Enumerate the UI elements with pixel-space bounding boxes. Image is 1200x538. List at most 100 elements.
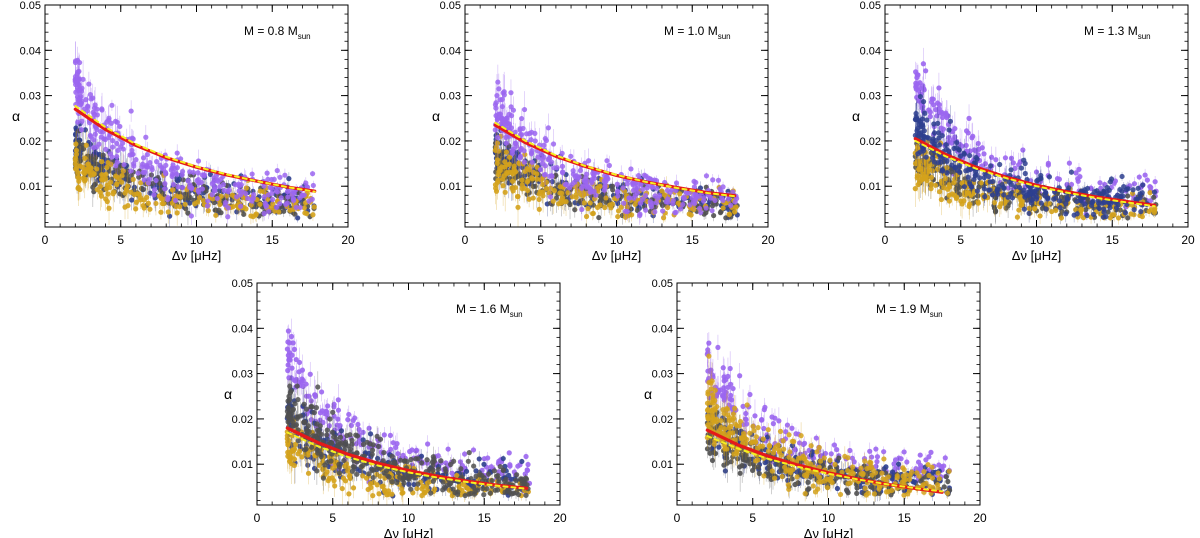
y-axis-label: α (852, 108, 860, 124)
data-point (211, 179, 217, 185)
data-point (430, 478, 436, 484)
data-point (744, 436, 750, 442)
y-axis: 0.010.020.030.040.05 (860, 0, 1188, 223)
data-point (349, 468, 356, 474)
data-point (577, 167, 584, 174)
data-point (466, 450, 472, 456)
data-point (812, 489, 819, 495)
data-point (524, 165, 530, 172)
data-point (1096, 190, 1102, 196)
data-point (747, 461, 753, 467)
data-point (222, 199, 229, 206)
data-point (503, 140, 509, 146)
data-point (165, 209, 171, 215)
x-tick-label: 10 (190, 233, 204, 247)
data-point (794, 469, 800, 475)
x-tick-label: 0 (882, 233, 889, 247)
data-point (73, 151, 80, 157)
data-point (758, 417, 765, 423)
data-point (133, 157, 139, 163)
data-point (919, 165, 925, 172)
data-point (621, 200, 627, 206)
data-point (103, 146, 109, 152)
data-point (550, 198, 556, 204)
data-point (124, 183, 130, 189)
data-point (928, 174, 935, 181)
data-point (76, 88, 82, 94)
data-point (204, 203, 211, 209)
data-point (727, 365, 733, 372)
data-point (719, 195, 725, 202)
data-point (532, 138, 538, 144)
data-point (553, 195, 560, 201)
data-point (224, 193, 230, 199)
data-point (900, 465, 906, 471)
data-point (148, 172, 154, 178)
data-point (691, 191, 698, 197)
data-point (332, 483, 338, 489)
data-point (285, 194, 291, 200)
data-point (1082, 187, 1088, 193)
data-point (872, 470, 879, 476)
data-point (296, 359, 303, 366)
data-point (309, 171, 316, 177)
data-point (517, 126, 523, 132)
data-point (159, 200, 165, 207)
data-point (243, 206, 249, 212)
data-point (579, 185, 585, 191)
data-point (331, 404, 337, 410)
data-point (632, 180, 638, 186)
data-point (261, 183, 267, 189)
data-point (370, 493, 376, 499)
data-point (705, 415, 711, 421)
data-point (741, 431, 747, 437)
data-point (755, 424, 761, 431)
data-point (711, 212, 717, 219)
data-point (348, 422, 354, 428)
data-point (608, 205, 614, 211)
data-point (519, 115, 525, 122)
fit-line-yellow (286, 431, 528, 490)
y-tick-label: 0.03 (440, 91, 461, 103)
data-point (1016, 207, 1022, 213)
data-point (785, 482, 792, 488)
data-point (145, 180, 152, 186)
data-point (108, 179, 114, 185)
data-point (296, 369, 302, 375)
data-point (297, 443, 303, 449)
data-point (1042, 193, 1048, 199)
data-point (1147, 198, 1154, 204)
data-point (174, 210, 180, 216)
data-point (556, 201, 562, 207)
data-point (389, 453, 395, 459)
data-point (1119, 173, 1125, 180)
data-point (309, 196, 315, 202)
data-point (207, 171, 213, 177)
data-point (352, 415, 358, 421)
data-point (816, 474, 823, 480)
data-point (100, 152, 106, 158)
data-point (1063, 200, 1069, 207)
data-point (659, 202, 666, 208)
data-point (792, 447, 799, 453)
data-point (558, 190, 565, 196)
data-point (182, 201, 188, 207)
data-point (1037, 213, 1043, 219)
data-point (653, 200, 660, 206)
data-point (291, 188, 297, 194)
x-tick-label: 10 (402, 511, 416, 525)
data-point (347, 446, 354, 452)
data-point (311, 204, 317, 210)
data-point (944, 164, 950, 171)
data-point (728, 202, 734, 208)
data-point (103, 196, 109, 202)
data-point (885, 474, 891, 480)
data-point (1101, 209, 1107, 215)
data-point (329, 475, 335, 481)
data-point (965, 174, 971, 180)
data-point (432, 486, 438, 492)
data-point (94, 161, 100, 167)
data-point (970, 133, 976, 139)
series-purple (72, 41, 316, 226)
data-point (572, 207, 578, 213)
